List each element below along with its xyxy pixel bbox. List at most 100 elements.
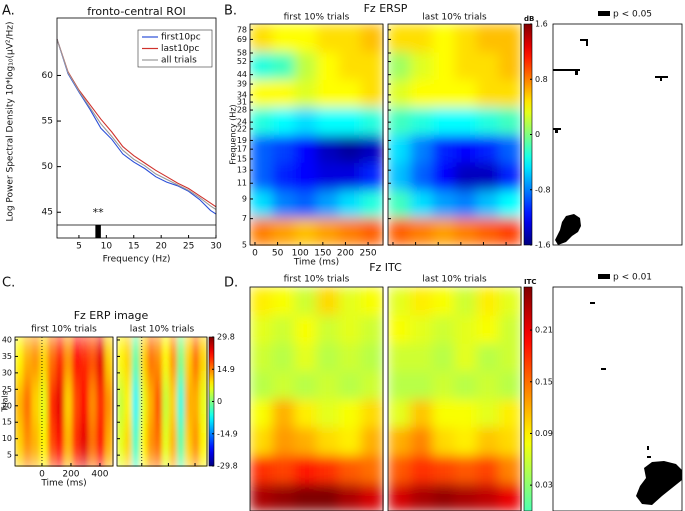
- heatmap-cell: [272, 134, 295, 163]
- heatmap-cell: [55, 423, 65, 467]
- x-tick-label: 200: [62, 470, 79, 480]
- heatmap-cell: [476, 315, 500, 344]
- heatmap-cell: [316, 483, 340, 511]
- heatmap-cell: [432, 79, 456, 108]
- heatmap-cell: [104, 380, 114, 424]
- heatmap-cell: [80, 337, 90, 381]
- heatmap-cell: [498, 371, 522, 400]
- heatmap-cell: [294, 79, 318, 108]
- colorbar-tick-label: 0.03: [535, 481, 553, 490]
- heatmap-cell: [498, 162, 522, 191]
- colorbar-tick-label: -14.9: [217, 429, 238, 438]
- heatmap-cell: [272, 51, 295, 80]
- heatmap-cell: [294, 343, 318, 372]
- heatmap-cell: [388, 79, 411, 108]
- y-tick-label: 9: [242, 194, 247, 203]
- colorbar-tick-label: 0.21: [535, 326, 553, 335]
- heatmap-cell: [388, 399, 411, 428]
- colorbar-tick-label: -0.8: [535, 185, 551, 194]
- y-tick-label: 28: [237, 106, 247, 115]
- heatmap-cell: [55, 337, 65, 381]
- heatmap-cell: [23, 380, 32, 424]
- x-tick-label: 200: [337, 249, 354, 259]
- heatmap-cell: [117, 337, 126, 381]
- heatmap-cell: [360, 343, 384, 372]
- heatmap-cell: [338, 287, 362, 316]
- heatmap-cell: [316, 189, 340, 218]
- panel-title: last 10% trials: [130, 325, 195, 335]
- heatmap-cell: [476, 287, 500, 316]
- heatmap-cell: [272, 24, 295, 53]
- heatmap-cell: [23, 423, 32, 467]
- heatmap-cell: [294, 134, 318, 163]
- heatmap-cell: [154, 337, 163, 381]
- panel-label: D.: [224, 276, 238, 291]
- heatmap-cell: [96, 423, 106, 467]
- series-line: [56, 38, 217, 215]
- heatmap-cell: [192, 337, 201, 381]
- x-tick-label: 400: [91, 470, 108, 480]
- heatmap-cell: [476, 343, 500, 372]
- heatmap-cell: [39, 337, 49, 381]
- heatmap-cell: [360, 51, 384, 80]
- heatmap-cell: [454, 483, 478, 511]
- colorbar-tick-label: 14.9: [217, 365, 235, 374]
- y-axis-label: Frequency (Hz): [229, 104, 238, 164]
- heatmap-cell: [476, 189, 500, 218]
- annotation: **: [93, 206, 105, 219]
- heatmap-cell: [388, 24, 411, 53]
- panel-label: A.: [2, 4, 15, 19]
- heatmap-cell: [360, 455, 384, 484]
- heatmap-cell: [316, 371, 340, 400]
- chart-title: fronto-central ROI: [87, 5, 186, 18]
- heatmap-cell: [31, 380, 41, 424]
- y-tick-label: 39: [237, 80, 247, 89]
- heatmap-cell: [272, 79, 295, 108]
- heatmap-cell: [250, 483, 273, 511]
- heatmap-cell: [316, 217, 340, 246]
- colorbar-tick-label: -29.8: [217, 462, 238, 471]
- panel-title: first 10% trials: [284, 275, 350, 285]
- heatmap-cell: [388, 51, 411, 80]
- heatmap-cell: [162, 380, 171, 424]
- heatmap-cell: [294, 315, 318, 344]
- heatmap-cell: [410, 24, 433, 53]
- heatmap-cell: [117, 423, 126, 467]
- heatmap-cell: [388, 315, 411, 344]
- heatmap-cell: [454, 287, 478, 316]
- heatmap-cell: [96, 337, 106, 381]
- heatmap-cell: [338, 162, 362, 191]
- heatmap-cell: [316, 427, 340, 456]
- heatmap-cell: [498, 79, 522, 108]
- colorbar: [523, 286, 533, 511]
- heatmap-cell: [117, 380, 126, 424]
- heatmap-cell: [250, 343, 273, 372]
- heatmap-cell: [88, 380, 98, 424]
- heatmap-cell: [250, 51, 273, 80]
- heatmap-cell: [360, 106, 384, 136]
- y-tick-label: 44: [237, 70, 247, 79]
- heatmap-cell: [476, 455, 500, 484]
- heatmap-cell: [184, 423, 193, 467]
- y-tick-label: 69: [237, 35, 247, 44]
- heatmap-cell: [498, 287, 522, 316]
- x-tick-label: 10: [101, 242, 113, 252]
- heatmap-cell: [338, 134, 362, 163]
- heatmap-cell: [294, 51, 318, 80]
- heatmap-cell: [410, 455, 433, 484]
- heatmap-cell: [250, 79, 273, 108]
- heatmap-cell: [250, 106, 273, 136]
- heatmap-cell: [316, 455, 340, 484]
- heatmap-cell: [154, 423, 163, 467]
- heatmap-cell: [388, 427, 411, 456]
- heatmap-cell: [316, 134, 340, 163]
- heatmap-cell: [177, 423, 186, 467]
- plot-frame: [56, 17, 217, 239]
- heatmap-cell: [64, 423, 73, 467]
- chart-title: Fz ERSP: [364, 2, 408, 15]
- y-tick-label: 5: [7, 451, 12, 460]
- heatmap-cell: [64, 380, 73, 424]
- heatmap: [388, 24, 522, 246]
- heatmap-cell: [338, 483, 362, 511]
